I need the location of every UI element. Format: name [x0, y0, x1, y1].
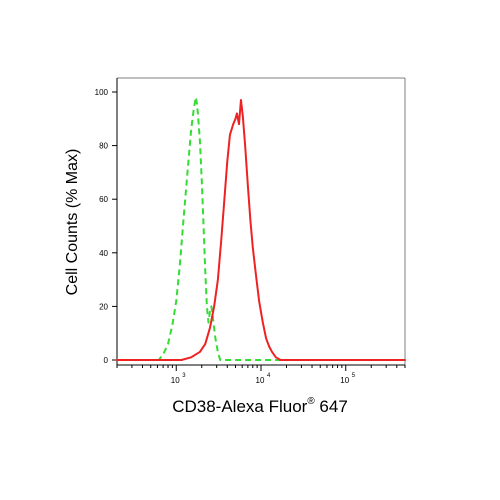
y-tick-label-40: 40: [99, 249, 108, 258]
x-axis-label-superscript: ®: [307, 396, 315, 407]
plot-area: [116, 77, 406, 366]
y-axis-ticks: 0 20 40 60 80 100: [95, 88, 117, 365]
y-tick-label-20: 20: [99, 302, 108, 311]
x-tick-label-100000: 10: [340, 376, 349, 385]
x-axis-ticks: 10 3 10 4 10 5: [116, 365, 406, 385]
y-tick-label-60: 60: [99, 195, 108, 204]
x-axis-label: CD38-Alexa Fluor® 647: [172, 396, 348, 416]
x-tick-exponent-10000: 4: [267, 373, 271, 379]
x-axis-label-suffix: 647: [315, 397, 348, 416]
x-tick-exponent-100000: 5: [352, 373, 356, 379]
x-axis-label-prefix: CD38-Alexa Fluor: [172, 397, 307, 416]
x-tick-exponent-1000: 3: [182, 373, 186, 379]
x-tick-label-1000: 10: [171, 376, 180, 385]
series-layer: [116, 96, 406, 361]
y-tick-label-80: 80: [99, 142, 108, 151]
y-axis-label: Cell Counts (% Max): [64, 149, 81, 296]
series-line-1: [117, 96, 405, 361]
series-line-2: [116, 99, 406, 361]
x-tick-label-10000: 10: [256, 376, 265, 385]
y-tick-label-100: 100: [95, 88, 109, 97]
y-tick-label-0: 0: [104, 356, 109, 365]
